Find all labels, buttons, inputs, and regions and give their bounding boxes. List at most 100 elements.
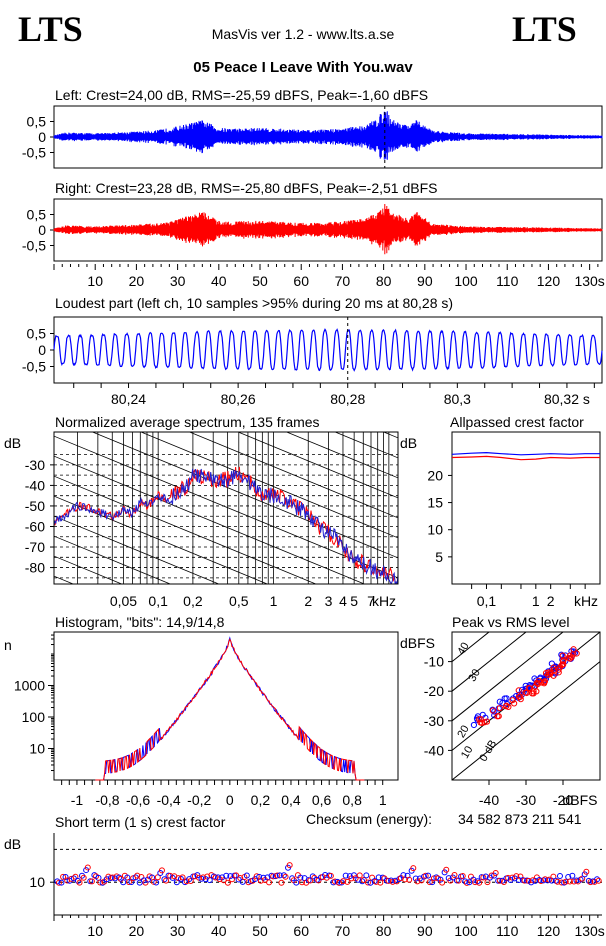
- shortterm-point-left: [556, 873, 563, 880]
- shortterm-point-right: [476, 879, 483, 886]
- time-axis-label: 60: [293, 273, 309, 289]
- peakrms-point-right: [538, 679, 545, 686]
- shortterm-point-right: [377, 879, 384, 886]
- shortterm-xtick-label: 100: [454, 923, 478, 939]
- shortterm-point-left: [132, 874, 139, 881]
- shortterm-point-right: [270, 873, 277, 880]
- time-axis-label: 110: [496, 273, 519, 289]
- shortterm-point-left: [227, 873, 234, 880]
- shortterm-point-right: [80, 874, 87, 881]
- shortterm-point-right: [521, 877, 528, 884]
- app-title: MasVis ver 1.2 - www.lts.a.se: [211, 26, 395, 42]
- shortterm-point-right: [529, 877, 536, 884]
- spectrum-slope-line: [140, 432, 398, 539]
- shortterm-point-left: [338, 879, 345, 886]
- time-axis-label: 120: [537, 273, 561, 289]
- spectrum-slope-line: [54, 435, 398, 579]
- crest-title: Allpassed crest factor: [450, 414, 584, 430]
- spectrum-xtick-label: 2: [304, 593, 312, 609]
- peakrms-ytick-label: -30: [424, 713, 444, 729]
- spectrum-xtick-label: 4: [339, 593, 347, 609]
- loudest-ytick-label: 0: [38, 342, 46, 358]
- shortterm-point-right: [595, 877, 602, 884]
- crest-ytick-label: 20: [427, 467, 443, 483]
- shortterm-point-left: [120, 879, 127, 886]
- peakrms-point-right: [559, 652, 566, 659]
- shortterm-xtick-label: 20: [129, 923, 145, 939]
- shortterm-point-left: [388, 877, 395, 884]
- spectrum-slope-line: [54, 495, 269, 584]
- shortterm-point-left: [309, 873, 316, 880]
- shortterm-point-right: [332, 878, 339, 885]
- spectrum-slope-line: [54, 555, 123, 584]
- histogram-xtick-label: -0,6: [126, 792, 150, 808]
- histogram-xtick-label: -0,4: [157, 792, 181, 808]
- spectrum-ytick-label: -70: [25, 539, 45, 555]
- time-axis-label: 100: [454, 273, 478, 289]
- shortterm-point-left: [198, 875, 205, 882]
- spectrum-slope-line: [44, 632, 408, 782]
- spectrum-slope-line: [54, 455, 366, 584]
- shortterm-xtick-label: 70: [335, 923, 351, 939]
- loudest-xtick-label: 80,32 s: [544, 391, 590, 407]
- peakrms-crest-label: 40: [455, 641, 472, 658]
- shortterm-point-left: [594, 876, 601, 883]
- shortterm-point-right: [463, 879, 470, 886]
- shortterm-point-right: [88, 878, 95, 885]
- peakrms-ytick-label: -40: [424, 742, 444, 758]
- shortterm-xtick-label: 90: [417, 923, 433, 939]
- crest-unit: kHz: [574, 593, 598, 609]
- loudest-trace: [53, 328, 603, 372]
- peakrms-point-left: [501, 695, 508, 702]
- peakrms-point-right: [550, 664, 557, 671]
- peakrms-ytick-label: -20: [424, 683, 444, 699]
- shortterm-point-right: [426, 879, 433, 886]
- spectrum-ytick-label: -30: [25, 457, 45, 473]
- shortterm-xtick-label: 60: [293, 923, 309, 939]
- shortterm-title: Short term (1 s) crest factor: [55, 814, 226, 830]
- shortterm-point-right: [282, 873, 289, 880]
- histogram-xtick-label: -1: [71, 792, 84, 808]
- shortterm-point-left: [515, 877, 522, 884]
- shortterm-point-right: [443, 866, 450, 873]
- time-axis-label: 90: [417, 273, 433, 289]
- peakrms-xlabel: dBFS: [562, 792, 597, 808]
- peakrms-point-right: [559, 661, 566, 668]
- spectrum-trace: [54, 466, 398, 584]
- shortterm-point-right: [163, 877, 170, 884]
- spectrum-slope-line: [54, 515, 220, 584]
- histogram-xtick-label: 0,2: [251, 792, 271, 808]
- shortterm-point-right: [369, 874, 376, 881]
- shortterm-point-right: [492, 870, 499, 877]
- right_waveform-title: Right: Crest=23,28 dB, RMS=-25,80 dBFS, …: [55, 180, 437, 196]
- peakrms-crest-line: [452, 632, 490, 663]
- shortterm-point-right: [253, 873, 260, 880]
- loudest-ytick-label: 0,5: [27, 326, 47, 342]
- shortterm-point-right: [579, 875, 586, 882]
- shortterm-point-right: [76, 879, 83, 886]
- shortterm-point-left: [54, 878, 61, 885]
- crest-trace-left: [451, 451, 600, 456]
- peakrms-point-right: [496, 704, 503, 712]
- shortterm-point-left: [532, 877, 539, 884]
- histogram-xtick-label: 0,6: [312, 792, 332, 808]
- peakrms-point-right: [525, 684, 532, 692]
- spectrum-xtick-label: 0,1: [148, 593, 168, 609]
- shortterm-point-right: [84, 864, 91, 871]
- spectrum-slope-line: [334, 432, 398, 459]
- histogram-frame: [53, 631, 399, 781]
- histogram-xtick-label: 1: [379, 792, 387, 808]
- shortterm-point-left: [116, 874, 123, 881]
- shortterm-point-right: [558, 879, 565, 886]
- right_waveform-ytick-label: -0,5: [22, 238, 46, 254]
- peakrms-plot: [452, 632, 600, 780]
- spectrum-xtick-label: 5: [350, 593, 358, 609]
- shortterm-point-left: [161, 876, 168, 883]
- spectrum-slope-line: [237, 432, 398, 499]
- shortterm-point-left: [128, 879, 135, 886]
- shortterm-point-right: [179, 874, 186, 881]
- shortterm-point-right: [373, 878, 380, 885]
- shortterm-point-left: [350, 872, 357, 879]
- histogram-ylabel: n: [4, 637, 12, 653]
- peakrms-xtick-label: -20: [553, 792, 573, 808]
